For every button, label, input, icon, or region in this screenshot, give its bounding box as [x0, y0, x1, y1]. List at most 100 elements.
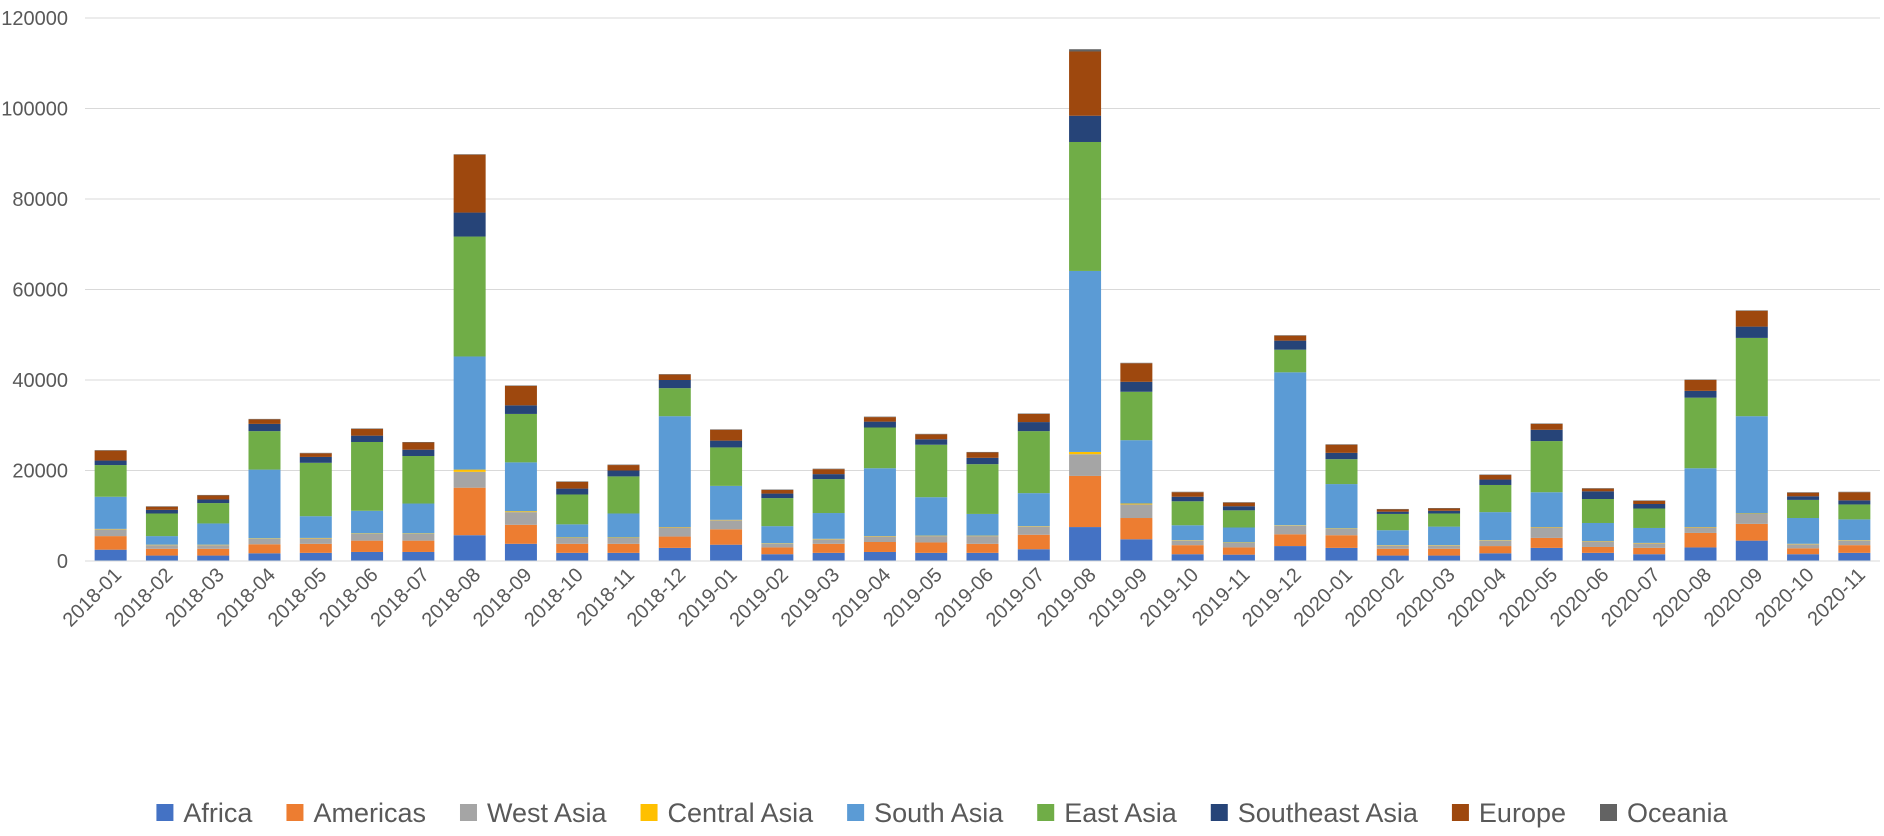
bar-2020-10-africa: [1787, 554, 1820, 561]
bar-2019-04-europe: [863, 417, 896, 422]
bar-2019-12-americas: [1274, 534, 1307, 547]
bar-2020-07-south-asia: [1633, 527, 1666, 543]
bar-2019-01-south-asia: [710, 485, 743, 520]
bar-2018-12-east-asia: [658, 388, 691, 417]
bar-2020-11-europe: [1838, 492, 1871, 501]
bar-2020-07-east-asia: [1633, 508, 1666, 528]
bar-2018-02-africa: [145, 555, 178, 561]
bar-2019-01-west-asia: [710, 520, 743, 530]
bar-2020-07-africa: [1633, 554, 1666, 561]
legend-item-southeast-asia: Southeast Asia: [1210, 798, 1419, 828]
bar-2020-10-europe: [1787, 492, 1820, 497]
bar-2020-02-africa: [1376, 555, 1409, 561]
bar-2020-05-east-asia: [1530, 441, 1563, 493]
bar-2019-05-east-asia: [915, 444, 948, 498]
bar-2020-08-southeast-asia: [1684, 390, 1717, 398]
bar-2019-05-americas: [915, 542, 948, 553]
bar-2019-01-east-asia: [710, 447, 743, 486]
bar-2020-10-west-asia: [1787, 544, 1820, 549]
bar-2018-11-east-asia: [607, 476, 640, 514]
bar-2018-01-east-asia: [94, 465, 127, 497]
bar-2018-05-east-asia: [299, 462, 332, 517]
bar-2020-01-south-asia: [1325, 484, 1358, 529]
bar-2018-03-americas: [197, 548, 230, 556]
legend-label: West Asia: [487, 798, 608, 828]
bar-2018-06-west-asia: [351, 533, 384, 541]
bar-2020-04-west-asia: [1479, 540, 1512, 547]
bar-2018-03-east-asia: [197, 503, 230, 524]
bar-2019-07-southeast-asia: [1017, 422, 1050, 432]
bar-2019-05-west-asia: [915, 536, 948, 543]
bar-2019-08-europe: [1069, 51, 1102, 116]
bar-2019-11-americas: [1222, 547, 1255, 555]
bar-2018-07-west-asia: [402, 533, 435, 541]
bar-2019-12-south-asia: [1274, 372, 1307, 526]
bar-2018-01-west-asia: [94, 529, 127, 537]
bar-2019-10-west-asia: [1171, 540, 1204, 546]
bar-2019-02-americas: [761, 547, 794, 555]
bar-2018-05-africa: [299, 552, 332, 561]
bar-2020-07-europe: [1633, 500, 1666, 504]
bar-2020-09-west-asia: [1735, 513, 1768, 524]
legend-item-oceania: Oceania: [1600, 798, 1729, 828]
bar-2019-10-east-asia: [1171, 501, 1204, 526]
bar-2019-10-africa: [1171, 554, 1204, 561]
bar-2020-08-west-asia: [1684, 527, 1717, 533]
bar-2018-12-west-asia: [658, 527, 691, 537]
legend-label: Oceania: [1627, 798, 1729, 828]
bar-2018-06-south-asia: [351, 510, 384, 534]
y-tick-label: 100000: [1, 99, 68, 121]
bar-2020-11-africa: [1838, 552, 1871, 561]
legend-item-americas: Americas: [286, 798, 426, 828]
bar-2018-09-central-asia: [504, 511, 537, 513]
bar-2019-06-africa: [966, 552, 999, 561]
bar-2020-11-americas: [1838, 545, 1871, 553]
legend-label: Americas: [313, 798, 426, 828]
bar-2020-05-africa: [1530, 547, 1563, 561]
bar-2020-10-americas: [1787, 548, 1820, 555]
bar-2018-07-east-asia: [402, 456, 435, 504]
bar-2019-10-americas: [1171, 545, 1204, 555]
bar-2018-04-southeast-asia: [248, 423, 281, 432]
bar-2020-09-southeast-asia: [1735, 326, 1768, 338]
bar-2018-10-south-asia: [556, 524, 589, 538]
bar-2019-09-southeast-asia: [1120, 381, 1153, 392]
bar-2020-06-africa: [1581, 552, 1614, 561]
bar-2018-11-southeast-asia: [607, 470, 640, 477]
legend-item-west-asia: West Asia: [459, 798, 608, 828]
bar-2018-02-americas: [145, 548, 178, 556]
x-tick-label: 2020-11: [1803, 564, 1869, 630]
bar-2020-06-southeast-asia: [1581, 491, 1614, 499]
legend: Africa Americas West Asia Central Asia South…: [156, 798, 1729, 828]
bar-2018-07-europe: [402, 442, 435, 450]
bar-2019-09-west-asia: [1120, 504, 1153, 519]
bar-2019-09-africa: [1120, 539, 1153, 561]
bar-2019-09-east-asia: [1120, 391, 1153, 441]
bar-2019-09-americas: [1120, 518, 1153, 540]
bar-2018-03-africa: [197, 555, 230, 561]
legend-item-central-asia: Central Asia: [640, 798, 814, 828]
bar-2020-09-south-asia: [1735, 416, 1768, 514]
bar-2020-06-west-asia: [1581, 541, 1614, 547]
legend-swatch: [1210, 804, 1228, 821]
bar-2018-09-south-asia: [504, 462, 537, 512]
bar-2018-06-southeast-asia: [351, 435, 384, 442]
bar-2018-06-east-asia: [351, 441, 384, 511]
bar-2018-08-southeast-asia: [453, 212, 486, 237]
bar-2018-01-south-asia: [94, 496, 127, 529]
bar-2018-09-africa: [504, 543, 537, 561]
bar-2020-01-east-asia: [1325, 459, 1358, 485]
bar-2018-06-africa: [351, 551, 384, 561]
bar-2019-11-southeast-asia: [1222, 506, 1255, 511]
bar-2019-11-west-asia: [1222, 542, 1255, 548]
bar-2018-06-americas: [351, 540, 384, 552]
bar-2018-09-americas: [504, 524, 537, 544]
bar-2019-11-africa: [1222, 554, 1255, 561]
bar-2018-12-southeast-asia: [658, 380, 691, 389]
bar-2019-07-south-asia: [1017, 493, 1050, 527]
bar-2019-03-southeast-asia: [812, 474, 845, 480]
bar-2020-03-africa: [1428, 555, 1461, 561]
bar-2020-11-southeast-asia: [1838, 500, 1871, 505]
bar-2018-10-africa: [556, 552, 589, 561]
